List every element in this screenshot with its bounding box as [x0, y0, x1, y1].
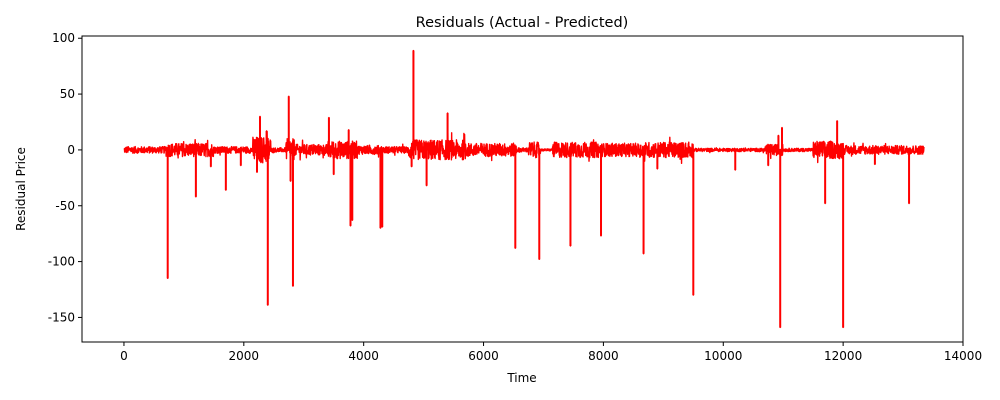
chart-title: Residuals (Actual - Predicted) — [416, 15, 629, 31]
axes-frame — [81, 35, 964, 343]
x-tick-label: 12000 — [824, 349, 862, 363]
x-tick-label: 14000 — [944, 349, 982, 363]
y-tick-label: -50 — [55, 199, 75, 213]
x-tick-label: 8000 — [588, 349, 619, 363]
plot-area — [123, 49, 925, 329]
y-axis-ticks: -150 -100 -50 0 50 100 — [48, 31, 82, 324]
y-tick-label: -100 — [48, 255, 75, 269]
x-axis-ticks: 0 2000 4000 6000 8000 10000 12000 14000 — [120, 342, 982, 363]
x-tick-label: 10000 — [704, 349, 742, 363]
x-tick-label: 4000 — [348, 349, 379, 363]
y-axis-label: Residual Price — [14, 147, 28, 231]
residual-series-line — [123, 49, 925, 329]
x-tick-label: 6000 — [468, 349, 499, 363]
x-tick-label: 2000 — [229, 349, 260, 363]
y-tick-label: 0 — [67, 143, 75, 157]
y-tick-label: 50 — [60, 87, 75, 101]
x-tick-label: 0 — [120, 349, 128, 363]
y-tick-label: 100 — [52, 31, 75, 45]
y-tick-label: -150 — [48, 310, 75, 324]
x-axis-label: Time — [506, 371, 536, 385]
